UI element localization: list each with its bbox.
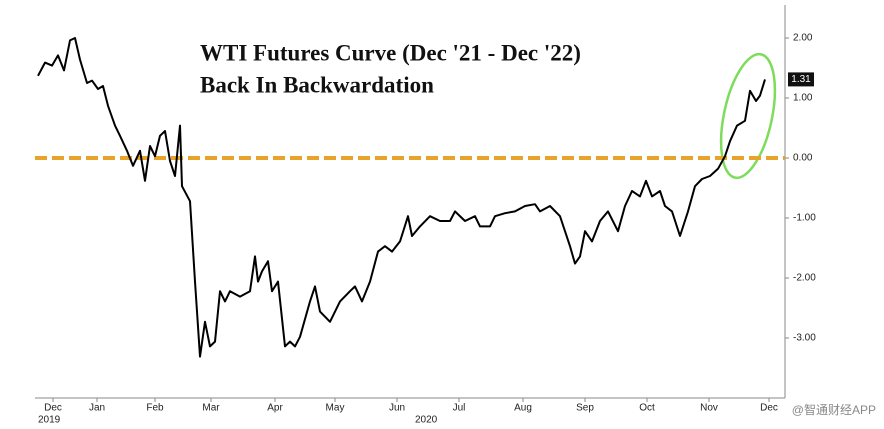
x-tick-label: Dec xyxy=(760,403,778,414)
x-tick-label: Dec xyxy=(44,403,62,414)
x-tick-label: Feb xyxy=(146,403,164,414)
y-tick-label: 2.00 xyxy=(793,33,813,44)
x-tick-label: Aug xyxy=(514,403,532,414)
y-tick-label: -3.00 xyxy=(793,333,816,344)
chart-title: WTI Futures Curve (Dec '21 - Dec '22) xyxy=(200,40,581,65)
x-tick-label: Nov xyxy=(700,403,718,414)
year-label: 2019 xyxy=(38,415,61,426)
x-tick-label: Sep xyxy=(576,403,594,414)
last-value-label: 1.31 xyxy=(791,74,811,85)
x-tick-label: Jan xyxy=(89,403,105,414)
watermark: @智通财经APP xyxy=(792,402,876,417)
last-value-box xyxy=(788,72,814,87)
y-tick-label: 0.00 xyxy=(793,153,813,164)
year-label: 2020 xyxy=(415,415,438,426)
highlight-ellipse xyxy=(719,52,777,180)
y-tick-label: -1.00 xyxy=(793,213,816,224)
x-tick-label: Mar xyxy=(202,403,220,414)
x-tick-label: Jul xyxy=(453,403,466,414)
y-tick-label: 1.00 xyxy=(793,93,813,104)
y-tick-label: -2.00 xyxy=(793,273,816,284)
x-tick-label: Jun xyxy=(389,403,405,414)
x-tick-label: Oct xyxy=(639,403,655,414)
line-series xyxy=(37,37,766,358)
chart-subtitle: Back In Backwardation xyxy=(200,72,434,97)
x-tick-label: May xyxy=(326,403,345,414)
x-tick-label: Apr xyxy=(267,403,283,414)
